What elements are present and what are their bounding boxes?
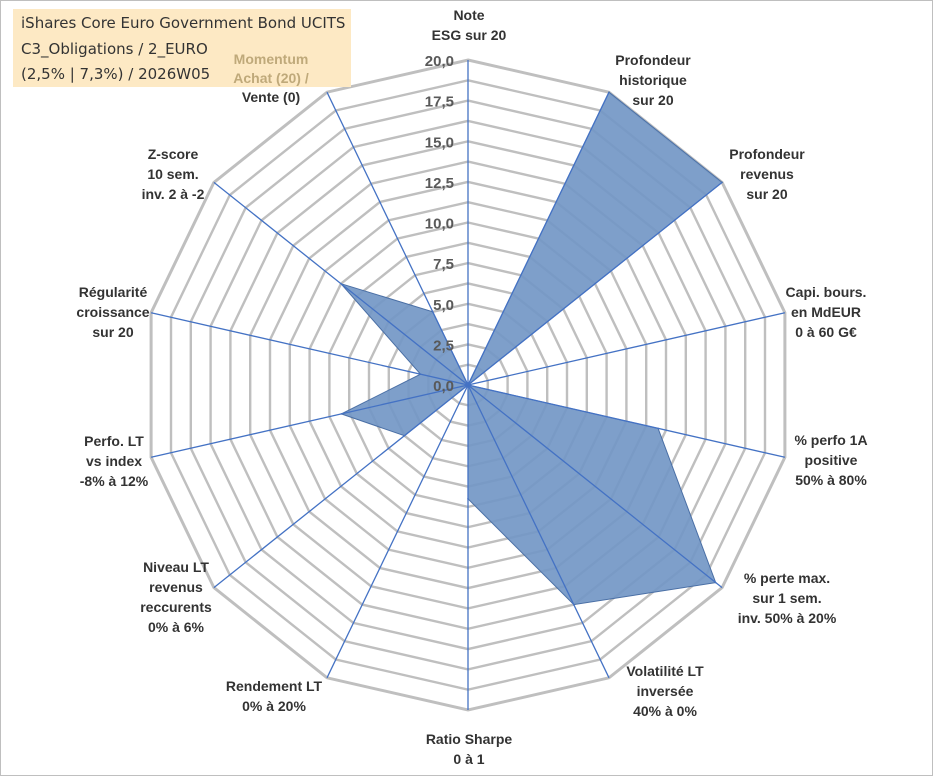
axis-label: Perfo. LT vs index -8% à 12%	[80, 433, 149, 489]
spoke	[467, 384, 786, 458]
tick-label: 5,0	[433, 297, 454, 314]
axis-label-line: Capi. bours.	[786, 284, 867, 300]
momentum-label-line-2: Achat (20) /	[233, 70, 309, 86]
tick-layer: 0,0 2,5 5,0 7,5 10,0 12,5 15,0 17,5 20,0	[425, 53, 454, 395]
spoke	[467, 91, 610, 386]
axis-label-line: historique	[619, 72, 687, 88]
fund-details: (2,5% | 7,3%) / 2026W05	[21, 65, 211, 83]
axis-label-line: Rendement LT	[226, 678, 323, 694]
spoke	[467, 384, 610, 679]
axis-label-line: 0 à 1	[453, 751, 484, 767]
axis-label-line: positive	[805, 452, 858, 468]
axis-label-line: Perfo. LT	[84, 433, 144, 449]
axis-label-line: Régularité	[79, 284, 148, 300]
tick-label: 17,5	[425, 94, 454, 111]
axis-label: Note ESG sur 20	[432, 7, 507, 43]
axis-label-line: sur 20	[746, 186, 787, 202]
momentum-label-line-3: Vente (0)	[241, 89, 301, 105]
axis-label-line: reccurents	[140, 599, 212, 615]
axis-label: % perte max. sur 1 sem. inv. 50% à 20%	[738, 570, 837, 626]
axis-label: Rendement LT 0% à 20%	[226, 678, 323, 714]
tick-label: 2,5	[433, 337, 454, 354]
spoke	[467, 181, 723, 386]
axis-label-line: croissance	[76, 304, 149, 320]
momentum-label-line-1: Momentum	[233, 51, 309, 67]
tick-label: 10,0	[425, 216, 454, 233]
axis-label: Profondeur historique sur 20	[615, 52, 691, 108]
axis-label-momentum: Momentum Achat (20) / Vente (0)	[211, 50, 331, 107]
axis-label-line: 40% à 0%	[633, 703, 697, 719]
axis-label: Volatilité LT inversée 40% à 0%	[626, 663, 704, 719]
fund-name: iShares Core Euro Government Bond UCITS	[21, 14, 346, 32]
axis-label-line: 50% à 80%	[795, 472, 867, 488]
axis-label-line: 0% à 6%	[148, 619, 205, 635]
axis-label-line: en MdEUR	[791, 304, 861, 320]
tick-label: 20,0	[425, 53, 454, 70]
axis-label: Profondeur revenus sur 20	[729, 146, 805, 202]
info-box: iShares Core Euro Government Bond UCITS …	[13, 9, 351, 87]
axis-label-line: -8% à 12%	[80, 473, 149, 489]
axis-label-line: 0% à 20%	[242, 698, 306, 714]
axis-label-line: ESG sur 20	[432, 27, 507, 43]
fund-category: C3_Obligations / 2_EURO	[21, 40, 208, 58]
axis-label-line: Niveau LT	[143, 559, 209, 575]
axis-label-line: sur 20	[632, 92, 673, 108]
axis-label-line: revenus	[740, 166, 794, 182]
axis-label: Régularité croissance sur 20	[76, 284, 149, 340]
spoke	[150, 384, 469, 458]
axis-label-line: Volatilité LT	[626, 663, 704, 679]
axis-label-line: inversée	[637, 683, 694, 699]
tick-label: 7,5	[433, 256, 454, 273]
spoke	[326, 384, 469, 679]
label-layer: Note ESG sur 20 Profondeur historique sur 20…	[76, 7, 867, 767]
axis-label: Ratio Sharpe 0 à 1	[426, 731, 513, 767]
axis-label-line: revenus	[149, 579, 203, 595]
axis-label-line: 0 à 60 G€	[795, 324, 857, 340]
axis-label: Z-score 10 sem. inv. 2 à -2	[142, 146, 205, 202]
axis-label-line: Note	[453, 7, 484, 23]
spoke	[326, 91, 469, 386]
axis-label: Capi. bours. en MdEUR 0 à 60 G€	[786, 284, 867, 340]
axis-label-line: inv. 50% à 20%	[738, 610, 837, 626]
axis-label-line: Z-score	[148, 146, 199, 162]
axis-label: % perfo 1A positive 50% à 80%	[794, 432, 867, 488]
axis-label-line: Profondeur	[729, 146, 805, 162]
axis-label-line: % perte max.	[744, 570, 830, 586]
axis-label-line: inv. 2 à -2	[142, 186, 205, 202]
spoke	[150, 312, 469, 386]
axis-label: Niveau LT revenus reccurents 0% à 6%	[140, 559, 212, 635]
tick-label: 15,0	[425, 134, 454, 151]
spoke	[213, 384, 469, 589]
spoke-layer	[150, 60, 786, 710]
axis-label-line: 10 sem.	[147, 166, 198, 182]
spoke	[467, 384, 723, 589]
axis-label-line: vs index	[86, 453, 142, 469]
axis-label-line: Profondeur	[615, 52, 691, 68]
axis-label-line: sur 20	[92, 324, 133, 340]
axis-label-line: sur 1 sem.	[752, 590, 821, 606]
axis-label-line: % perfo 1A	[794, 432, 867, 448]
tick-label: 12,5	[425, 175, 454, 192]
spoke	[467, 312, 786, 386]
axis-label-line: Ratio Sharpe	[426, 731, 513, 747]
spoke	[213, 181, 469, 386]
tick-label: 0,0	[433, 378, 454, 395]
